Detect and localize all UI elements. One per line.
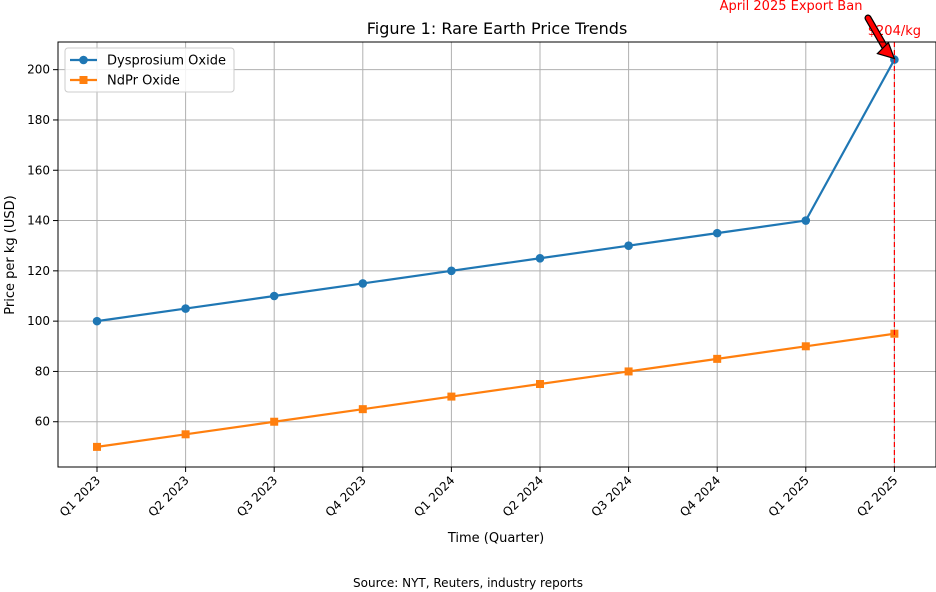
data-point [93,442,101,451]
legend-marker [79,76,88,84]
legend-label: NdPr Oxide [107,74,180,89]
x-tick-label: Q2 2025 [854,473,900,519]
data-point [713,354,722,363]
series-layer [92,55,899,451]
legend-box [64,47,235,93]
chart-title: Figure 1: Rare Earth Price Trends [367,19,628,38]
y-tick-label: 160 [27,163,50,177]
x-tick-label: Q2 2023 [145,473,191,519]
x-tick-label: Q1 2024 [411,473,457,519]
x-axis-label: Time (Quarter) [447,531,544,546]
x-tick-label: Q3 2023 [234,473,280,519]
plot-frame [57,41,936,468]
arrow-head [876,41,896,60]
y-tick-label: 60 [35,415,50,429]
data-point [624,241,633,250]
data-point [801,216,811,225]
export-ban-label: April 2025 Export Ban [720,0,863,14]
y-tick-label: 80 [35,364,50,378]
series-line [96,59,896,323]
data-point [92,316,102,326]
data-point [624,367,633,376]
data-point [712,228,722,238]
x-tick-label: Q3 2024 [588,473,634,519]
y-tick-label: 200 [27,63,50,77]
x-tick-label: Q4 2023 [323,473,369,519]
data-point [269,291,279,301]
data-point [181,430,190,439]
y-tick-label: 120 [27,264,50,278]
data-point [801,342,810,351]
data-point [181,304,190,313]
legend: Dysprosium Oxide NdPr Oxide [64,47,235,93]
legend-marker [79,55,88,65]
annotation-layer: April 2025 Export Ban$204/kg [720,0,921,467]
y-axis-label: Price per kg (USD) [3,195,18,314]
data-point [358,405,367,414]
data-point [358,279,368,288]
grid-lines [58,42,936,467]
x-tick-label: Q1 2025 [766,473,812,519]
x-tick-label: Q1 2023 [57,473,103,519]
data-point [535,253,545,263]
data-point [447,266,456,276]
legend-label: Dysprosium Oxide [107,54,226,69]
source-note: Source: NYT, Reuters, industry reports [353,576,583,590]
data-point [447,392,456,401]
y-tick-label: 180 [27,113,50,127]
x-tick-label: Q4 2024 [677,473,723,519]
x-tick-label: Q2 2024 [500,473,546,519]
series-line [96,332,895,448]
axes-layer: Q1 2023 Q2 2023 Q3 2023 Q4 2023 Q1 2024 Q2 20… [27,63,900,520]
data-point [270,417,279,426]
y-tick-label: 100 [27,314,50,328]
data-point [536,380,544,389]
y-tick-label: 140 [27,214,50,228]
